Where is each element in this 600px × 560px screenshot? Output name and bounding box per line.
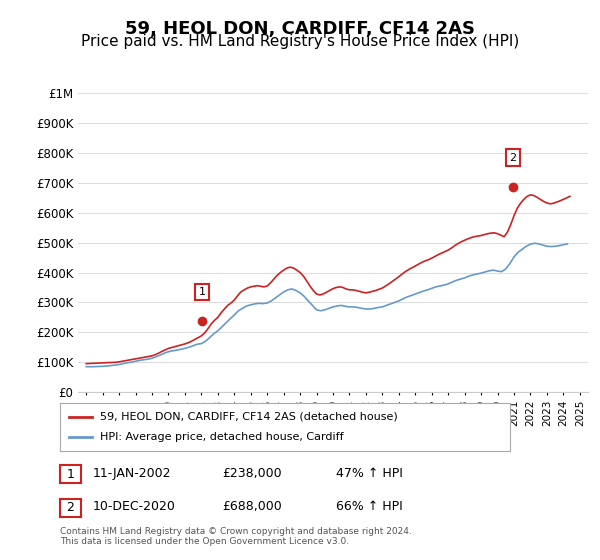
Text: 10-DEC-2020: 10-DEC-2020	[93, 500, 176, 514]
Text: 66% ↑ HPI: 66% ↑ HPI	[336, 500, 403, 514]
Text: 1: 1	[67, 468, 74, 481]
Text: £238,000: £238,000	[222, 466, 281, 480]
Text: HPI: Average price, detached house, Cardiff: HPI: Average price, detached house, Card…	[101, 432, 344, 442]
Text: 2: 2	[67, 501, 74, 515]
Text: 2: 2	[509, 153, 517, 162]
Text: 47% ↑ HPI: 47% ↑ HPI	[336, 466, 403, 480]
Text: £688,000: £688,000	[222, 500, 282, 514]
Text: 1: 1	[199, 287, 206, 297]
Text: 11-JAN-2002: 11-JAN-2002	[93, 466, 172, 480]
Text: Price paid vs. HM Land Registry's House Price Index (HPI): Price paid vs. HM Land Registry's House …	[81, 34, 519, 49]
Text: 59, HEOL DON, CARDIFF, CF14 2AS (detached house): 59, HEOL DON, CARDIFF, CF14 2AS (detache…	[101, 412, 398, 422]
Text: Contains HM Land Registry data © Crown copyright and database right 2024.
This d: Contains HM Land Registry data © Crown c…	[60, 526, 412, 546]
Text: 59, HEOL DON, CARDIFF, CF14 2AS: 59, HEOL DON, CARDIFF, CF14 2AS	[125, 20, 475, 38]
